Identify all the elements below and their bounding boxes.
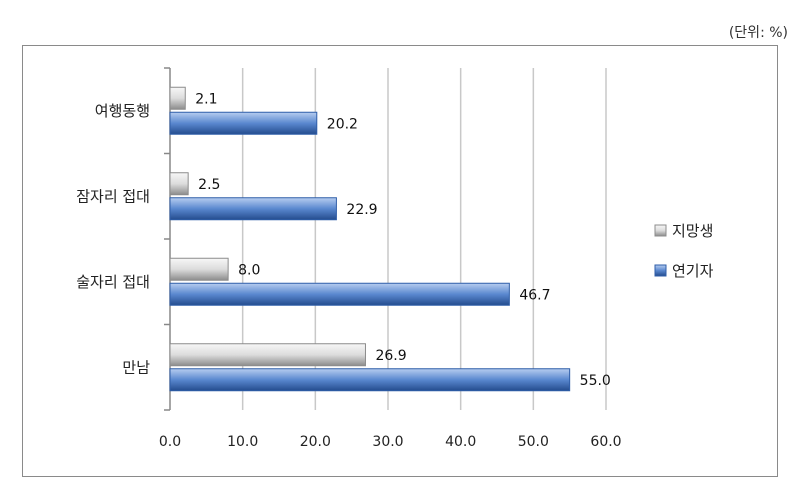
bar-aspirant: [169, 257, 229, 281]
data-label: 46.7: [519, 287, 550, 303]
legend-label-aspirant: 지망생: [672, 222, 713, 240]
data-label: 55.0: [580, 373, 611, 389]
category-label: 만남: [122, 358, 150, 376]
x-tick-label: 50.0: [518, 434, 549, 450]
data-label: 2.1: [195, 91, 217, 107]
legend-label-actor: 연기자: [672, 262, 714, 280]
x-tick-label: 20.0: [300, 434, 331, 450]
data-label: 22.9: [346, 202, 377, 218]
bar-actor: [169, 111, 318, 135]
category-label: 술자리 접대: [76, 273, 150, 291]
unit-note: (단위: %): [728, 25, 788, 41]
data-label: 26.9: [375, 348, 406, 364]
data-label: 8.0: [238, 262, 260, 278]
x-tick-label: 0.0: [159, 434, 181, 450]
x-tick-label: 60.0: [590, 434, 621, 450]
bar-aspirant: [169, 343, 366, 367]
bar-aspirant: [169, 172, 189, 196]
bar-aspirant: [169, 86, 186, 110]
axis-layer: [164, 67, 171, 411]
bar-actor: [169, 368, 571, 392]
x-tick-label: 30.0: [372, 434, 403, 450]
bar-layer: [169, 86, 571, 392]
data-label: 20.2: [327, 116, 358, 132]
category-label: 잠자리 접대: [76, 187, 150, 205]
bar-actor: [169, 282, 510, 306]
legend-swatch-actor: [654, 264, 667, 277]
bar-actor: [169, 197, 337, 221]
legend-swatch-aspirant: [654, 224, 667, 237]
category-label: 여행동행: [95, 102, 150, 120]
x-tick-label: 40.0: [445, 434, 476, 450]
x-tick-label: 10.0: [227, 434, 258, 450]
data-label: 2.5: [198, 177, 220, 193]
